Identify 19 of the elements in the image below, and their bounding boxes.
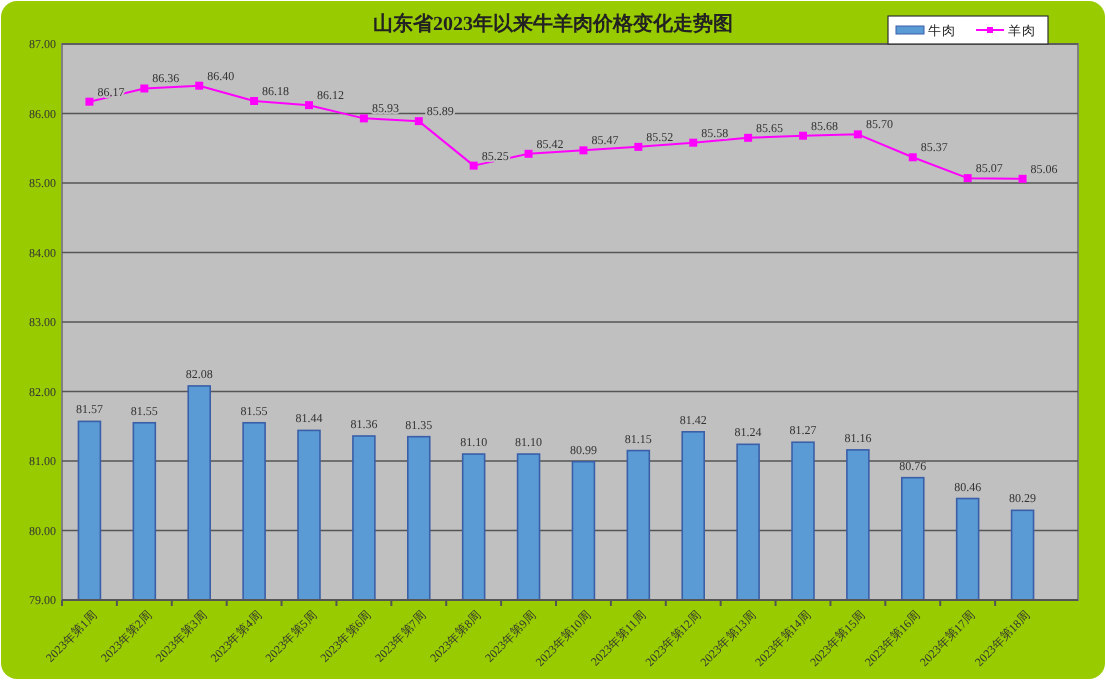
point [359, 114, 368, 123]
point [250, 96, 259, 105]
point [634, 142, 643, 151]
point [689, 138, 698, 147]
point [305, 101, 313, 110]
point [744, 133, 753, 142]
chart-title: 山东省2023年以来牛羊肉价格变化走势图 [373, 12, 733, 36]
point [908, 153, 917, 162]
point [853, 130, 862, 139]
point [85, 97, 94, 106]
point [579, 146, 588, 155]
point [140, 84, 149, 93]
point [469, 161, 478, 170]
point [414, 117, 423, 126]
point [524, 149, 533, 158]
point [799, 131, 807, 140]
point [963, 174, 972, 183]
point [1018, 174, 1027, 183]
point [195, 81, 204, 90]
